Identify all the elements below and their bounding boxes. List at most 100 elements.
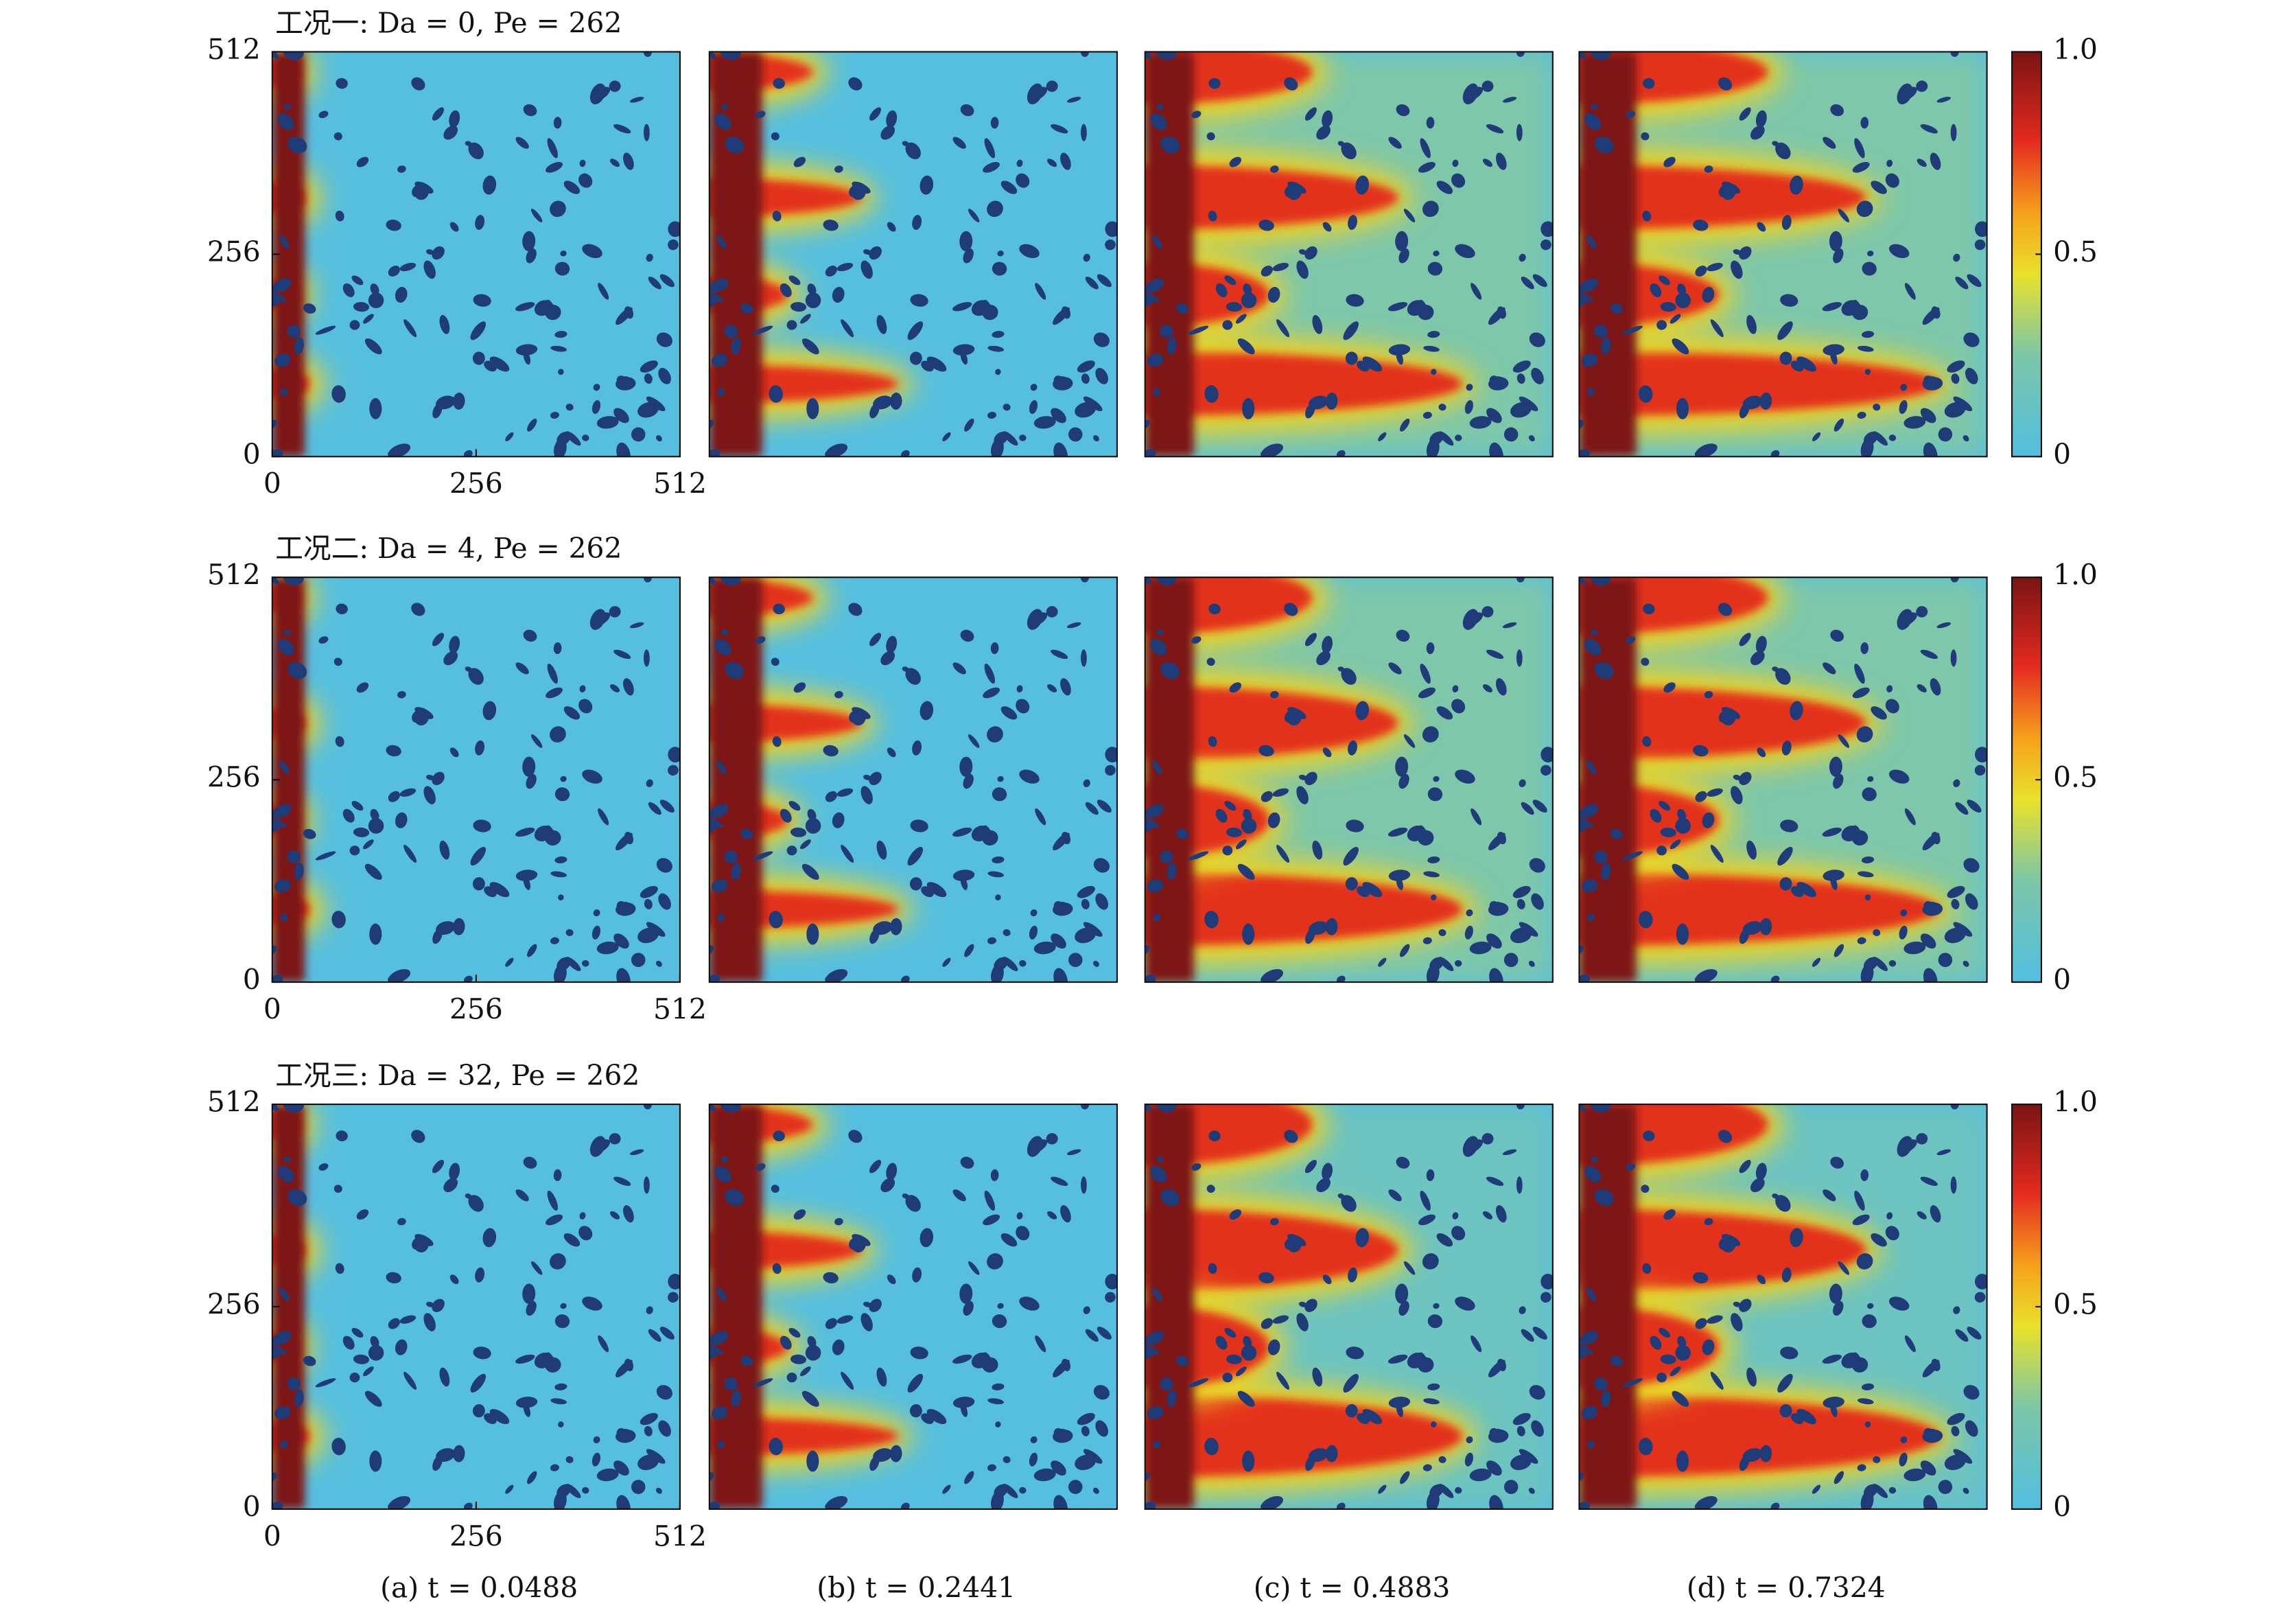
solid-grain <box>1750 125 1765 140</box>
solid-grain <box>1579 817 1594 828</box>
solid-grain <box>629 1149 644 1156</box>
solid-grain <box>1486 649 1504 660</box>
solid-grain <box>1322 1163 1333 1180</box>
solid-grain <box>1938 1480 1953 1494</box>
solid-grain <box>1579 291 1594 303</box>
solid-grain <box>453 393 465 410</box>
solid-grain <box>834 165 843 173</box>
solid-grain <box>1261 1318 1273 1329</box>
solid-grain <box>1438 404 1446 411</box>
solid-grain <box>1516 1176 1523 1194</box>
solid-grain <box>554 1314 570 1329</box>
solid-grain <box>1622 1378 1643 1388</box>
field-panel <box>709 51 1117 457</box>
solid-grain <box>721 629 729 636</box>
solid-grain <box>386 219 401 231</box>
solid-grain <box>515 1189 529 1202</box>
solid-grain <box>1431 369 1437 375</box>
solid-grain <box>582 244 602 259</box>
solid-grain <box>1779 1403 1792 1418</box>
solid-grain <box>1046 1211 1057 1220</box>
solid-grain <box>523 876 531 890</box>
solid-grain <box>1027 1139 1048 1154</box>
solid-grain <box>1541 765 1551 776</box>
solid-grain <box>825 1318 837 1329</box>
solid-grain <box>565 404 574 411</box>
solid-grain <box>984 138 996 159</box>
solid-grain <box>1529 858 1545 873</box>
solid-grain <box>716 235 727 249</box>
solid-grain <box>1056 376 1068 386</box>
solid-grain <box>717 1441 725 1449</box>
solid-grain <box>482 175 497 195</box>
colorbar-tick-label: 1.0 <box>2053 33 2098 66</box>
solid-grain <box>1854 1190 1865 1211</box>
solid-grain <box>1147 1406 1164 1420</box>
solid-grain <box>432 246 445 260</box>
solid-grain <box>992 787 1007 802</box>
solid-grain <box>1322 1274 1332 1285</box>
solid-grain <box>1864 894 1871 900</box>
solid-grain <box>1463 612 1484 627</box>
solid-grain <box>644 898 653 909</box>
solid-grain <box>547 664 559 684</box>
solid-grain <box>526 773 537 789</box>
solid-grain <box>1675 817 1691 834</box>
solid-grain <box>1733 774 1742 780</box>
solid-grain <box>619 376 631 386</box>
solid-grain <box>1739 1298 1752 1312</box>
solid-grain <box>731 863 741 881</box>
solid-grain <box>596 416 619 429</box>
solid-grain <box>926 356 947 372</box>
solid-grain <box>287 325 301 338</box>
solid-grain <box>1746 840 1757 860</box>
solid-grain <box>1003 1456 1011 1463</box>
solid-grain <box>1951 373 1960 384</box>
solid-grain <box>527 1471 537 1484</box>
solid-grain <box>1482 684 1492 692</box>
solid-grain <box>1656 320 1667 330</box>
solid-grain <box>1871 180 1887 194</box>
solid-grain <box>1066 1149 1081 1156</box>
solid-grain <box>1423 345 1440 352</box>
solid-grain <box>1903 416 1926 429</box>
solid-grain <box>952 870 975 881</box>
solid-grain <box>963 1301 974 1316</box>
solid-grain <box>318 636 329 644</box>
solid-grain <box>1900 1436 1908 1444</box>
solid-grain <box>613 408 629 423</box>
solid-grain <box>1695 1495 1718 1509</box>
solid-grain <box>1403 209 1416 223</box>
solid-grain <box>1272 262 1289 272</box>
solid-grain <box>1862 261 1877 276</box>
solid-grain <box>1083 253 1090 262</box>
solid-grain <box>1731 786 1743 804</box>
solid-grain <box>547 1190 559 1211</box>
solid-grain <box>656 332 672 347</box>
solid-grain <box>1215 283 1228 297</box>
solid-grain <box>388 791 400 802</box>
solid-grain <box>1208 1130 1221 1141</box>
solid-grain <box>560 776 567 782</box>
solid-grain <box>1759 393 1772 410</box>
solid-grain <box>1316 1178 1331 1193</box>
solid-grain <box>609 159 620 167</box>
solid-grain <box>832 812 845 828</box>
solid-grain <box>470 1373 487 1393</box>
solid-grain <box>960 351 968 365</box>
solid-grain <box>1267 1339 1280 1355</box>
solid-grain <box>659 1327 675 1340</box>
solid-grain <box>1066 97 1081 103</box>
solid-grain <box>721 1156 729 1163</box>
solid-grain <box>523 1403 531 1417</box>
solid-grain <box>368 292 384 309</box>
solid-grain <box>869 771 882 786</box>
solid-grain <box>1093 960 1099 967</box>
solid-grain <box>1650 808 1662 823</box>
field-panel <box>1579 577 1987 983</box>
solid-grain <box>1916 606 1928 618</box>
solid-grain <box>1422 1253 1439 1270</box>
solid-grain <box>1000 706 1018 720</box>
